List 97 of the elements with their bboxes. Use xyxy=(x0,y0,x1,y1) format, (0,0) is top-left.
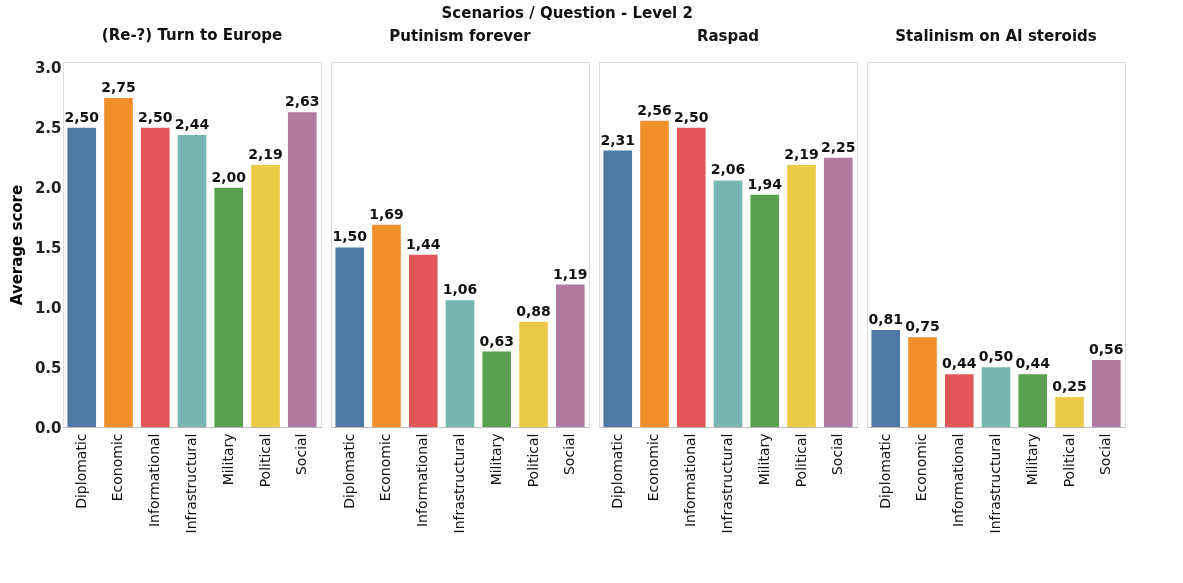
data-label: 2,50 xyxy=(673,108,709,125)
x-tick-label: Social xyxy=(561,433,578,476)
x-tick-label: Social xyxy=(293,433,310,476)
bar xyxy=(140,127,170,427)
data-label: 0,50 xyxy=(978,348,1014,365)
data-label: 2,19 xyxy=(784,145,819,162)
data-label: 0,88 xyxy=(516,302,551,319)
x-tick-label: Economic xyxy=(645,433,662,502)
bar xyxy=(1018,374,1048,427)
x-tick-label: Diplomatic xyxy=(876,433,893,509)
data-label: 0,63 xyxy=(479,332,515,349)
x-tick-label: Informational xyxy=(414,433,431,528)
data-label: 1,50 xyxy=(332,228,368,245)
y-tick-label: 2.5 xyxy=(34,119,62,138)
data-label: 2,19 xyxy=(248,145,283,162)
bar xyxy=(676,127,706,427)
bar xyxy=(104,97,133,427)
x-tick-label: Military xyxy=(487,433,504,486)
x-tick-label: Political xyxy=(524,433,541,488)
bar xyxy=(871,330,901,427)
bar xyxy=(251,164,280,427)
chart-title: Stalinism on AI steroids xyxy=(895,27,1097,45)
bar xyxy=(713,180,743,427)
x-tick-label: Diplomatic xyxy=(72,433,89,509)
bar xyxy=(67,127,97,427)
data-label: 2,00 xyxy=(211,168,247,185)
x-tick-label: Economic xyxy=(913,433,930,502)
bar xyxy=(1055,397,1084,427)
data-label: 2,63 xyxy=(284,93,320,110)
data-label: 1,06 xyxy=(442,281,478,298)
chart-title: (Re-?) Turn to Europe xyxy=(101,25,283,44)
x-tick-label: Diplomatic xyxy=(608,433,625,509)
data-label: 1,19 xyxy=(552,265,588,282)
x-tick-label: Diplomatic xyxy=(340,433,357,509)
bar xyxy=(177,135,207,427)
x-tick-label: Political xyxy=(1060,433,1077,488)
x-tick-label: Social xyxy=(1097,433,1114,476)
x-tick-label: Military xyxy=(1023,433,1040,486)
bar xyxy=(1091,359,1121,427)
y-axis-title: Average score xyxy=(7,184,26,306)
x-tick-label: Infrastructural xyxy=(451,433,467,534)
data-label: 2,50 xyxy=(137,108,173,125)
data-label: 1,69 xyxy=(369,205,404,222)
data-label: 0,75 xyxy=(905,318,940,335)
x-tick-label: Infrastructural xyxy=(719,433,735,534)
data-label: 2,06 xyxy=(710,161,746,178)
bar xyxy=(944,374,974,427)
bar xyxy=(519,321,548,427)
bar xyxy=(335,247,365,427)
x-tick-label: Infrastructural xyxy=(987,433,1003,534)
y-tick-label: 0.0 xyxy=(34,418,62,437)
x-tick-label: Military xyxy=(219,433,236,486)
y-tick-label: 3.0 xyxy=(34,59,62,78)
bar xyxy=(981,367,1011,427)
bar xyxy=(640,120,669,427)
data-label: 1,44 xyxy=(405,235,441,252)
data-label: 2,56 xyxy=(637,101,672,118)
x-tick-label: Economic xyxy=(109,433,126,502)
data-label: 0,25 xyxy=(1052,378,1087,395)
x-tick-label: Informational xyxy=(146,433,163,528)
x-tick-label: Infrastructural xyxy=(183,433,199,534)
bar xyxy=(787,164,816,427)
data-label: 2,25 xyxy=(820,138,856,155)
x-tick-label: Economic xyxy=(377,433,394,502)
data-label: 0,44 xyxy=(1015,355,1051,372)
y-tick-label: 0.5 xyxy=(34,358,62,377)
x-tick-label: Political xyxy=(792,433,809,488)
x-tick-label: Social xyxy=(829,433,846,476)
bar xyxy=(908,337,937,427)
x-tick-label: Informational xyxy=(682,433,699,528)
bar xyxy=(214,187,244,427)
bar xyxy=(823,157,853,427)
data-label: 1,94 xyxy=(747,175,783,192)
y-tick-label: 2.0 xyxy=(34,179,62,198)
data-label: 0,56 xyxy=(1088,340,1124,357)
bar xyxy=(408,254,438,427)
chart-title: Putinism forever xyxy=(389,27,532,45)
data-label: 2,50 xyxy=(64,108,100,125)
bar xyxy=(482,351,512,427)
data-label: 0,81 xyxy=(868,311,904,328)
y-tick-label: 1.5 xyxy=(34,238,62,257)
x-tick-label: Military xyxy=(755,433,772,486)
chart-title: Raspad xyxy=(696,27,760,45)
text: Scenarios / Question - Level 2 xyxy=(441,4,693,23)
y-tick-label: 1.0 xyxy=(34,298,62,317)
bar xyxy=(750,194,780,427)
bar xyxy=(603,150,633,427)
data-label: 2,31 xyxy=(600,131,636,148)
bar xyxy=(372,224,401,427)
x-tick-label: Political xyxy=(256,433,273,488)
data-label: 2,75 xyxy=(101,78,136,95)
data-label: 2,44 xyxy=(174,116,210,132)
bar xyxy=(445,300,475,427)
data-label: 0,44 xyxy=(941,355,977,372)
bar xyxy=(287,112,317,427)
bar xyxy=(555,284,585,427)
x-tick-label: Informational xyxy=(950,433,967,528)
